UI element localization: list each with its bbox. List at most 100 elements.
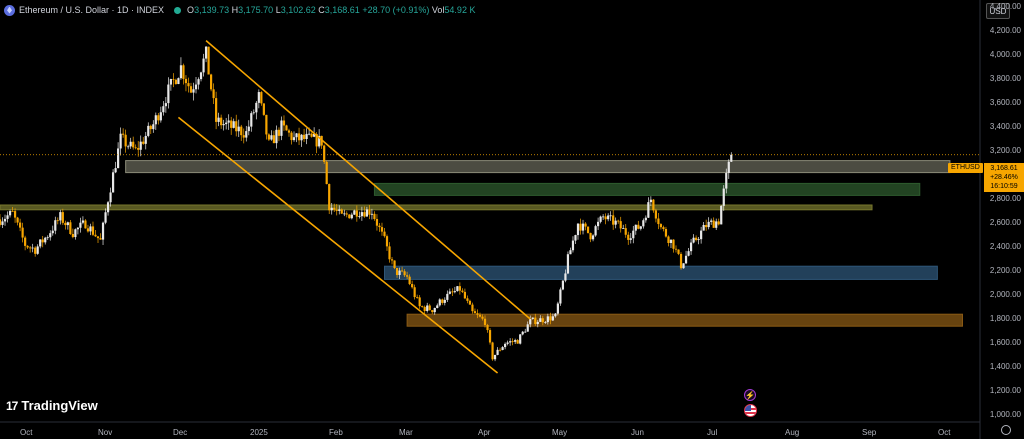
candle xyxy=(687,247,690,257)
y-axis-label: 2,600.00 xyxy=(989,218,1021,227)
candle xyxy=(227,114,230,130)
candle xyxy=(245,125,248,142)
candle xyxy=(720,205,723,225)
candle xyxy=(127,144,130,150)
candle xyxy=(242,128,245,144)
y-axis-label: 2,000.00 xyxy=(989,290,1021,299)
zone-blue[interactable] xyxy=(383,265,938,280)
candle xyxy=(413,284,416,300)
candle xyxy=(511,338,514,346)
candle xyxy=(664,226,668,238)
ohlc-values: O3,139.73 H3,175.70 L3,102.62 C3,168.61 … xyxy=(187,5,476,15)
zone-green[interactable] xyxy=(373,182,921,196)
candle xyxy=(207,46,210,75)
candle xyxy=(215,91,218,130)
candle xyxy=(461,288,464,293)
candle xyxy=(29,245,32,253)
candle xyxy=(380,222,384,236)
x-axis-label: Oct xyxy=(20,428,33,437)
candle xyxy=(581,219,585,235)
candle xyxy=(192,82,195,101)
candle xyxy=(586,226,590,234)
candle xyxy=(571,236,575,253)
candle xyxy=(122,128,125,138)
candle xyxy=(194,76,198,94)
x-axis-label: 2025 xyxy=(250,428,268,437)
candle xyxy=(436,303,439,309)
tradingview-logo: 17 TradingView xyxy=(6,398,98,413)
candle xyxy=(56,217,59,225)
candle xyxy=(355,205,358,222)
candle xyxy=(287,128,291,137)
candle xyxy=(300,134,303,147)
candle xyxy=(574,234,577,245)
candle xyxy=(654,208,657,223)
candle xyxy=(142,137,145,145)
candle xyxy=(536,319,539,328)
candle xyxy=(71,228,74,239)
candle xyxy=(433,307,436,315)
candle xyxy=(209,73,213,92)
zones-layer xyxy=(0,160,963,327)
candle xyxy=(566,251,570,275)
zone-olive[interactable] xyxy=(0,204,873,211)
candle xyxy=(252,109,255,115)
candle xyxy=(333,203,336,212)
y-axis-label: 1,400.00 xyxy=(989,362,1021,371)
candle xyxy=(11,207,14,212)
candle xyxy=(481,314,484,321)
candle xyxy=(498,347,502,352)
candle xyxy=(111,169,115,193)
candle xyxy=(411,280,414,289)
y-axis-label: 2,200.00 xyxy=(989,266,1021,275)
symbol-title[interactable]: Ethereum / U.S. Dollar · 1D · INDEX xyxy=(19,5,165,15)
candle xyxy=(514,338,517,345)
event-lightning-icon[interactable]: ⚡ xyxy=(744,389,756,401)
candle xyxy=(544,320,547,324)
candle xyxy=(204,46,208,63)
event-us-flag-icon[interactable] xyxy=(744,404,757,417)
candle xyxy=(441,298,444,305)
currency-button[interactable]: USD xyxy=(986,3,1010,19)
candle xyxy=(247,120,250,136)
candle xyxy=(290,131,293,145)
candle xyxy=(451,288,454,297)
candle xyxy=(79,217,82,233)
candle xyxy=(695,235,698,242)
candle xyxy=(486,323,489,333)
x-axis-label: Sep xyxy=(862,428,877,437)
candle xyxy=(539,315,542,322)
candle xyxy=(172,73,175,88)
y-axis-label: 3,400.00 xyxy=(989,122,1021,131)
candle xyxy=(634,224,637,235)
candle xyxy=(338,205,341,215)
candle xyxy=(39,239,42,249)
candle xyxy=(519,333,522,345)
candle xyxy=(310,132,313,138)
channel-line-1[interactable] xyxy=(205,39,531,320)
candle xyxy=(393,260,396,270)
candle xyxy=(84,219,87,229)
candle xyxy=(134,144,137,150)
candle xyxy=(617,219,620,224)
zone-orange[interactable] xyxy=(406,313,963,327)
zone-resistance[interactable] xyxy=(125,160,951,174)
candle xyxy=(541,315,544,326)
candle xyxy=(488,328,492,345)
candle xyxy=(199,71,203,82)
candle xyxy=(408,274,411,286)
candle xyxy=(594,224,597,237)
candle xyxy=(707,217,710,230)
settings-gear-icon[interactable] xyxy=(1001,425,1011,435)
candle xyxy=(370,208,374,220)
candle xyxy=(363,206,366,218)
candle xyxy=(202,53,205,77)
candle xyxy=(549,312,552,325)
candle xyxy=(403,269,406,278)
candle xyxy=(64,220,67,230)
candle xyxy=(260,91,263,106)
candle xyxy=(584,222,587,231)
channel-line-2[interactable] xyxy=(177,116,499,374)
candle xyxy=(677,249,680,256)
